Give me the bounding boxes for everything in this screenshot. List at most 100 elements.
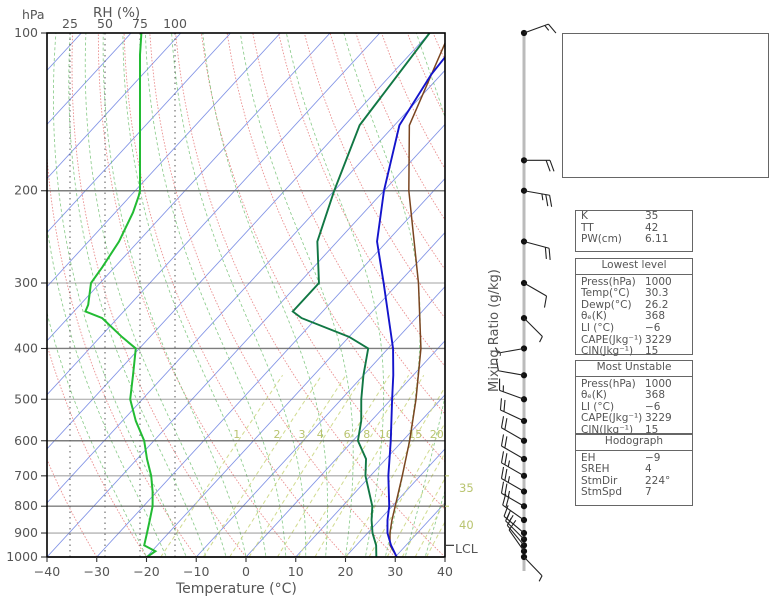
index-key: SREH xyxy=(581,463,610,476)
wind-barb xyxy=(495,359,528,379)
pressure-tick-label: 400 xyxy=(14,340,38,355)
temperature-axis-label: Temperature (°C) xyxy=(176,581,297,597)
wind-barb xyxy=(500,416,528,444)
pressure-tick-label: 500 xyxy=(14,391,38,406)
index-row: EH −9 xyxy=(576,451,692,465)
index-value: 42 xyxy=(645,221,659,234)
index-value: −6 xyxy=(645,321,661,334)
mixing-ratio-tick-label: 10 xyxy=(379,428,393,441)
mixing-ratio-labels: 1 2 3 4 6 8 10 15 20 xyxy=(233,428,444,441)
temperature-tick-label: −40 xyxy=(34,564,60,579)
isobar-lines: 1000 900 800 700 600 500 400 300 200 100 xyxy=(6,25,445,564)
trace-dewpoint xyxy=(291,33,431,557)
index-row: CIN(Jkg⁻¹) 15 xyxy=(576,346,692,358)
rh-gridlines: 25 50 75 100 xyxy=(62,16,187,557)
index-row: StmSpd 7 xyxy=(576,487,692,499)
lowest-level-panel: Lowest level Press(hPa) 1000 Temp(°C) 30.3 D… xyxy=(575,258,693,358)
mixing-ratio-axis-label: Mixing Ratio (g/kg) xyxy=(487,269,502,392)
index-key: CIN(Jkg⁻¹) xyxy=(581,345,634,358)
pressure-tick-label: 200 xyxy=(14,183,38,198)
lowest-level-header: Lowest level xyxy=(601,259,667,271)
index-key: LI (°C) xyxy=(581,321,615,334)
mixing-ratio-tick-label: 1 xyxy=(233,428,240,441)
pressure-tick-label: 800 xyxy=(14,498,38,513)
hodograph-stats-header: Hodograph xyxy=(604,435,664,447)
rh-axis-label: RH (%) xyxy=(93,5,141,21)
index-row: Press(hPa) 1000 xyxy=(576,377,692,391)
index-value: −9 xyxy=(645,451,661,464)
index-key: TT xyxy=(581,221,594,234)
wind-barb xyxy=(502,493,528,524)
axis-ticks: −40 −30 −20 −10 0 10 20 30 40 xyxy=(34,475,454,579)
index-key: Temp(°C) xyxy=(581,287,630,300)
index-row: PW(cm) 6.11 xyxy=(576,234,692,246)
temperature-tick-label: 40 xyxy=(437,564,453,579)
wind-barb xyxy=(520,314,543,343)
pressure-tick-label: 900 xyxy=(14,525,38,540)
lcl-label: LCL xyxy=(455,541,478,556)
index-row: LI (°C) −6 xyxy=(576,321,692,335)
index-row: CAPE(Jkg⁻¹) 3229 xyxy=(576,413,692,425)
pressure-tick-label: 600 xyxy=(14,433,38,448)
mixing-ratio-tick-label: 20 xyxy=(430,428,444,441)
wind-barb xyxy=(500,466,528,495)
index-value: 368 xyxy=(645,310,666,323)
mixing-ratio-tick-label: 8 xyxy=(363,428,370,441)
hodograph-panel[interactable] xyxy=(562,33,769,178)
wind-barb xyxy=(500,434,528,463)
mixing-ratio-label-40: 40 xyxy=(459,518,474,532)
index-key: CAPE(Jkg⁻¹) xyxy=(581,412,643,425)
trace-temperature xyxy=(376,55,445,557)
temperature-tick-label: 10 xyxy=(288,564,304,579)
trace-relative-humidity xyxy=(84,33,158,557)
pressure-tick-label: 100 xyxy=(14,25,38,40)
index-key: LI (°C) xyxy=(581,400,615,413)
wind-barb xyxy=(520,279,548,308)
mixing-ratio-tick-label: 4 xyxy=(317,428,324,441)
index-row: K 35 xyxy=(576,210,692,223)
sounding-traces xyxy=(84,33,445,557)
wind-barb xyxy=(508,520,528,555)
wind-barb xyxy=(499,398,528,425)
index-value: 30.3 xyxy=(645,287,669,300)
index-row: SREH 4 xyxy=(576,464,692,476)
wind-barb xyxy=(520,187,553,207)
index-key: K xyxy=(581,210,588,222)
temperature-tick-label: −30 xyxy=(84,564,110,579)
hodograph-stats-panel: Hodograph EH −9 SREH 4 StmDir 224° StmSpd 7 xyxy=(575,434,693,506)
rh-tick-label: 25 xyxy=(62,16,78,31)
wind-barb xyxy=(494,345,528,354)
index-value: 15 xyxy=(645,423,659,436)
wind-barb-column xyxy=(494,23,557,582)
index-key: θₑ(K) xyxy=(581,389,607,402)
index-value: 6.11 xyxy=(645,233,669,246)
pressure-tick-label: 700 xyxy=(14,468,38,483)
index-value: 1000 xyxy=(645,377,672,390)
most-unstable-rows: Press(hPa) 1000 θₑ(K) 368 LI (°C) −6 CAPE(Jkg⁻… xyxy=(576,377,692,437)
index-key: Dewp(°C) xyxy=(581,298,632,311)
index-value: 7 xyxy=(645,486,652,499)
wind-barb xyxy=(520,157,555,172)
index-key: θₑ(K) xyxy=(581,310,607,323)
index-key: StmDir xyxy=(581,474,618,487)
index-key: Press(hPa) xyxy=(581,275,636,288)
background-grid xyxy=(47,33,445,557)
index-row: Press(hPa) 1000 xyxy=(576,275,692,289)
index-row: θₑ(K) 368 xyxy=(576,390,692,402)
lowest-level-rows: Press(hPa) 1000 Temp(°C) 30.3 Dewp(°C) 26.2 θₑ… xyxy=(576,275,692,358)
temperature-tick-label: 0 xyxy=(242,564,250,579)
rh-tick-label: 75 xyxy=(132,16,148,31)
mixing-ratio-tick-label: 3 xyxy=(298,428,305,441)
panel-divider xyxy=(576,375,692,377)
wind-barb xyxy=(499,378,528,403)
index-key: CIN(Jkg⁻¹) xyxy=(581,423,634,436)
wind-barb xyxy=(500,451,528,479)
index-key: StmSpd xyxy=(581,486,623,499)
index-value: 35 xyxy=(645,210,659,222)
index-value: 3229 xyxy=(645,412,672,425)
index-row: LI (°C) −6 xyxy=(576,400,692,414)
wind-barb xyxy=(520,238,551,260)
most-unstable-header: Most Unstable xyxy=(596,361,672,373)
